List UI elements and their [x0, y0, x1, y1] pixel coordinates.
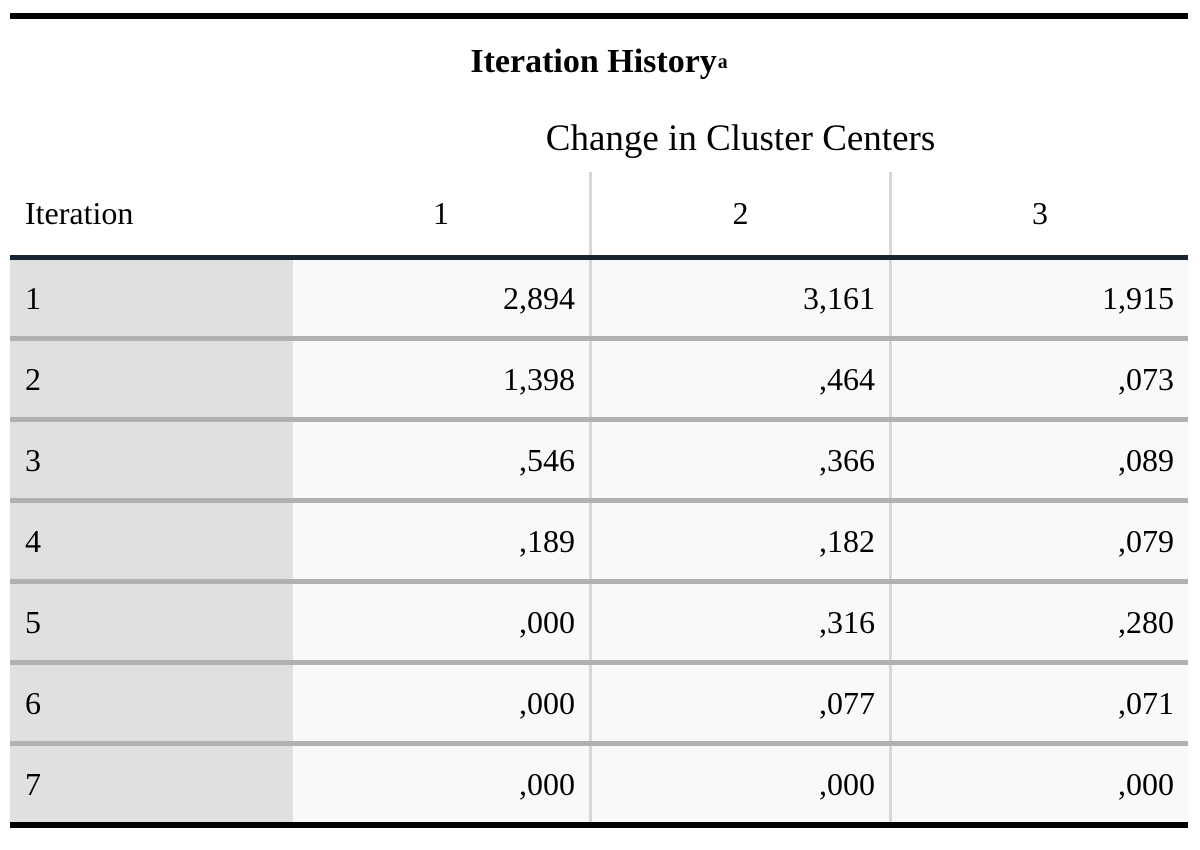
row-label: 2 [10, 341, 293, 417]
column-group-header-row: Change in Cluster Centers [10, 105, 1188, 172]
title-text: Iteration History [470, 43, 717, 80]
table-row: 7 ,000 ,000 ,000 [10, 746, 1188, 822]
table-row: 4 ,189 ,182 ,079 [10, 503, 1188, 579]
column-header-row: Iteration 1 2 3 [10, 172, 1188, 255]
table-title: Iteration History a [10, 19, 1188, 105]
table-cell: ,280 [889, 584, 1188, 660]
table-row: 1 2,894 3,161 1,915 [10, 260, 1188, 336]
table-cell: ,071 [889, 665, 1188, 741]
row-separator [10, 660, 1188, 665]
table-cell: ,079 [889, 503, 1188, 579]
table-cell: ,089 [889, 422, 1188, 498]
table-cell: ,000 [293, 665, 589, 741]
table-cell: 1,915 [889, 260, 1188, 336]
row-label: 4 [10, 503, 293, 579]
row-label: 3 [10, 422, 293, 498]
iteration-history-table: Iteration History a Change in Cluster Cen… [10, 13, 1188, 828]
column-header-3: 3 [889, 172, 1188, 255]
table-cell: ,316 [589, 584, 889, 660]
row-label: 1 [10, 260, 293, 336]
table-cell: ,182 [589, 503, 889, 579]
row-separator [10, 741, 1188, 746]
table-cell: 1,398 [293, 341, 589, 417]
row-label: 7 [10, 746, 293, 822]
column-group-label: Change in Cluster Centers [545, 118, 936, 159]
stub-header: Iteration [25, 195, 134, 231]
column-header-2: 2 [589, 172, 889, 255]
row-label: 6 [10, 665, 293, 741]
table-bottom-border [10, 822, 1188, 828]
table-top-border [10, 13, 1188, 19]
row-separator [10, 498, 1188, 503]
header-separator-rule [10, 255, 1188, 260]
row-separator [10, 417, 1188, 422]
table-row: 3 ,546 ,366 ,089 [10, 422, 1188, 498]
row-separator [10, 579, 1188, 584]
table-cell: ,073 [889, 341, 1188, 417]
table-cell: ,366 [589, 422, 889, 498]
table-cell: ,000 [293, 746, 589, 822]
table-cell: 3,161 [589, 260, 889, 336]
table-cell: ,189 [293, 503, 589, 579]
table-row: 2 1,398 ,464 ,073 [10, 341, 1188, 417]
table-cell: ,077 [589, 665, 889, 741]
table-cell: ,000 [293, 584, 589, 660]
row-label: 5 [10, 584, 293, 660]
column-header-1: 1 [433, 195, 449, 231]
table-cell: ,000 [889, 746, 1188, 822]
row-separator [10, 336, 1188, 341]
table-cell: ,464 [589, 341, 889, 417]
table-row: 6 ,000 ,077 ,071 [10, 665, 1188, 741]
table-cell: ,000 [589, 746, 889, 822]
table-cell: 2,894 [293, 260, 589, 336]
table-cell: ,546 [293, 422, 589, 498]
table-row: 5 ,000 ,316 ,280 [10, 584, 1188, 660]
